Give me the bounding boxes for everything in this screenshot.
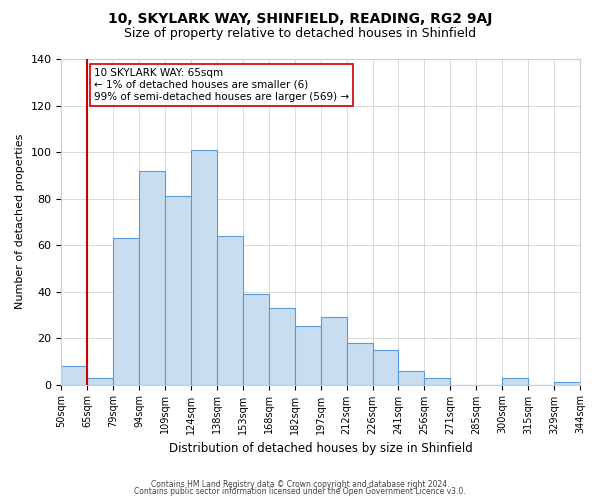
Bar xyxy=(424,378,451,384)
Bar xyxy=(295,326,321,384)
Text: 10 SKYLARK WAY: 65sqm
← 1% of detached houses are smaller (6)
99% of semi-detach: 10 SKYLARK WAY: 65sqm ← 1% of detached h… xyxy=(94,68,349,102)
Bar xyxy=(321,317,347,384)
Bar xyxy=(113,238,139,384)
Bar xyxy=(61,366,88,384)
Bar xyxy=(269,308,295,384)
Bar xyxy=(502,378,528,384)
Y-axis label: Number of detached properties: Number of detached properties xyxy=(15,134,25,310)
Text: 10, SKYLARK WAY, SHINFIELD, READING, RG2 9AJ: 10, SKYLARK WAY, SHINFIELD, READING, RG2… xyxy=(108,12,492,26)
Bar xyxy=(373,350,398,384)
Bar xyxy=(347,342,373,384)
Bar xyxy=(139,170,165,384)
Bar xyxy=(554,382,580,384)
Bar xyxy=(398,370,424,384)
Bar xyxy=(243,294,269,384)
Bar xyxy=(217,236,243,384)
Bar xyxy=(191,150,217,384)
Bar xyxy=(165,196,191,384)
Text: Contains HM Land Registry data © Crown copyright and database right 2024.: Contains HM Land Registry data © Crown c… xyxy=(151,480,449,489)
X-axis label: Distribution of detached houses by size in Shinfield: Distribution of detached houses by size … xyxy=(169,442,473,455)
Text: Contains public sector information licensed under the Open Government Licence v3: Contains public sector information licen… xyxy=(134,488,466,496)
Text: Size of property relative to detached houses in Shinfield: Size of property relative to detached ho… xyxy=(124,28,476,40)
Bar xyxy=(88,378,113,384)
